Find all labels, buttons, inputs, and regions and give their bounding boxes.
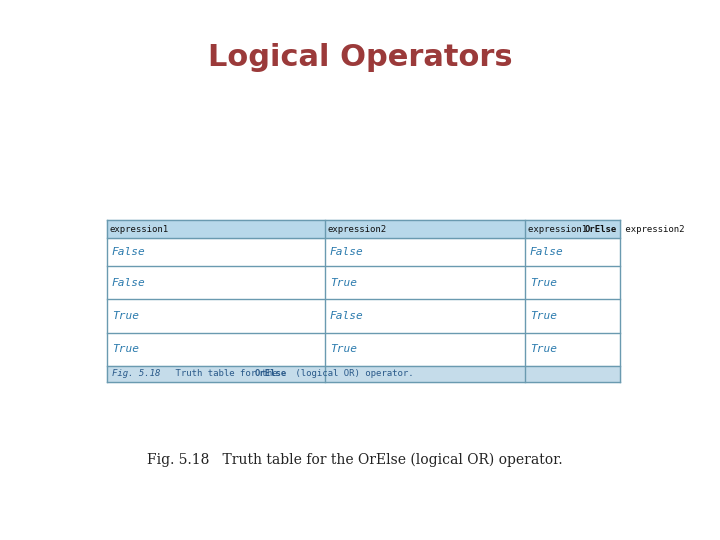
Text: True: True (330, 278, 357, 288)
Text: False: False (530, 247, 564, 257)
Text: True: True (112, 311, 139, 321)
Text: expression2: expression2 (620, 225, 685, 233)
Text: expression2: expression2 (328, 225, 387, 233)
Text: OrElse: OrElse (255, 369, 287, 379)
Text: True: True (530, 278, 557, 288)
Text: Logical Operators: Logical Operators (207, 44, 513, 72)
Text: OrElse: OrElse (585, 225, 617, 233)
Text: Fig. 5.18   Truth table for the OrElse (logical OR) operator.: Fig. 5.18 Truth table for the OrElse (lo… (147, 453, 563, 467)
Text: False: False (112, 278, 145, 288)
Text: expression1: expression1 (110, 225, 169, 233)
Text: True: True (112, 345, 139, 354)
Text: False: False (112, 247, 145, 257)
Text: False: False (330, 311, 364, 321)
Text: expression1: expression1 (528, 225, 593, 233)
Text: True: True (530, 311, 557, 321)
Text: Truth table for the: Truth table for the (154, 369, 283, 379)
Text: (logical OR) operator.: (logical OR) operator. (290, 369, 413, 379)
Text: Fig. 5.18: Fig. 5.18 (112, 369, 161, 379)
Text: True: True (530, 345, 557, 354)
Text: True: True (330, 345, 357, 354)
Text: False: False (330, 247, 364, 257)
